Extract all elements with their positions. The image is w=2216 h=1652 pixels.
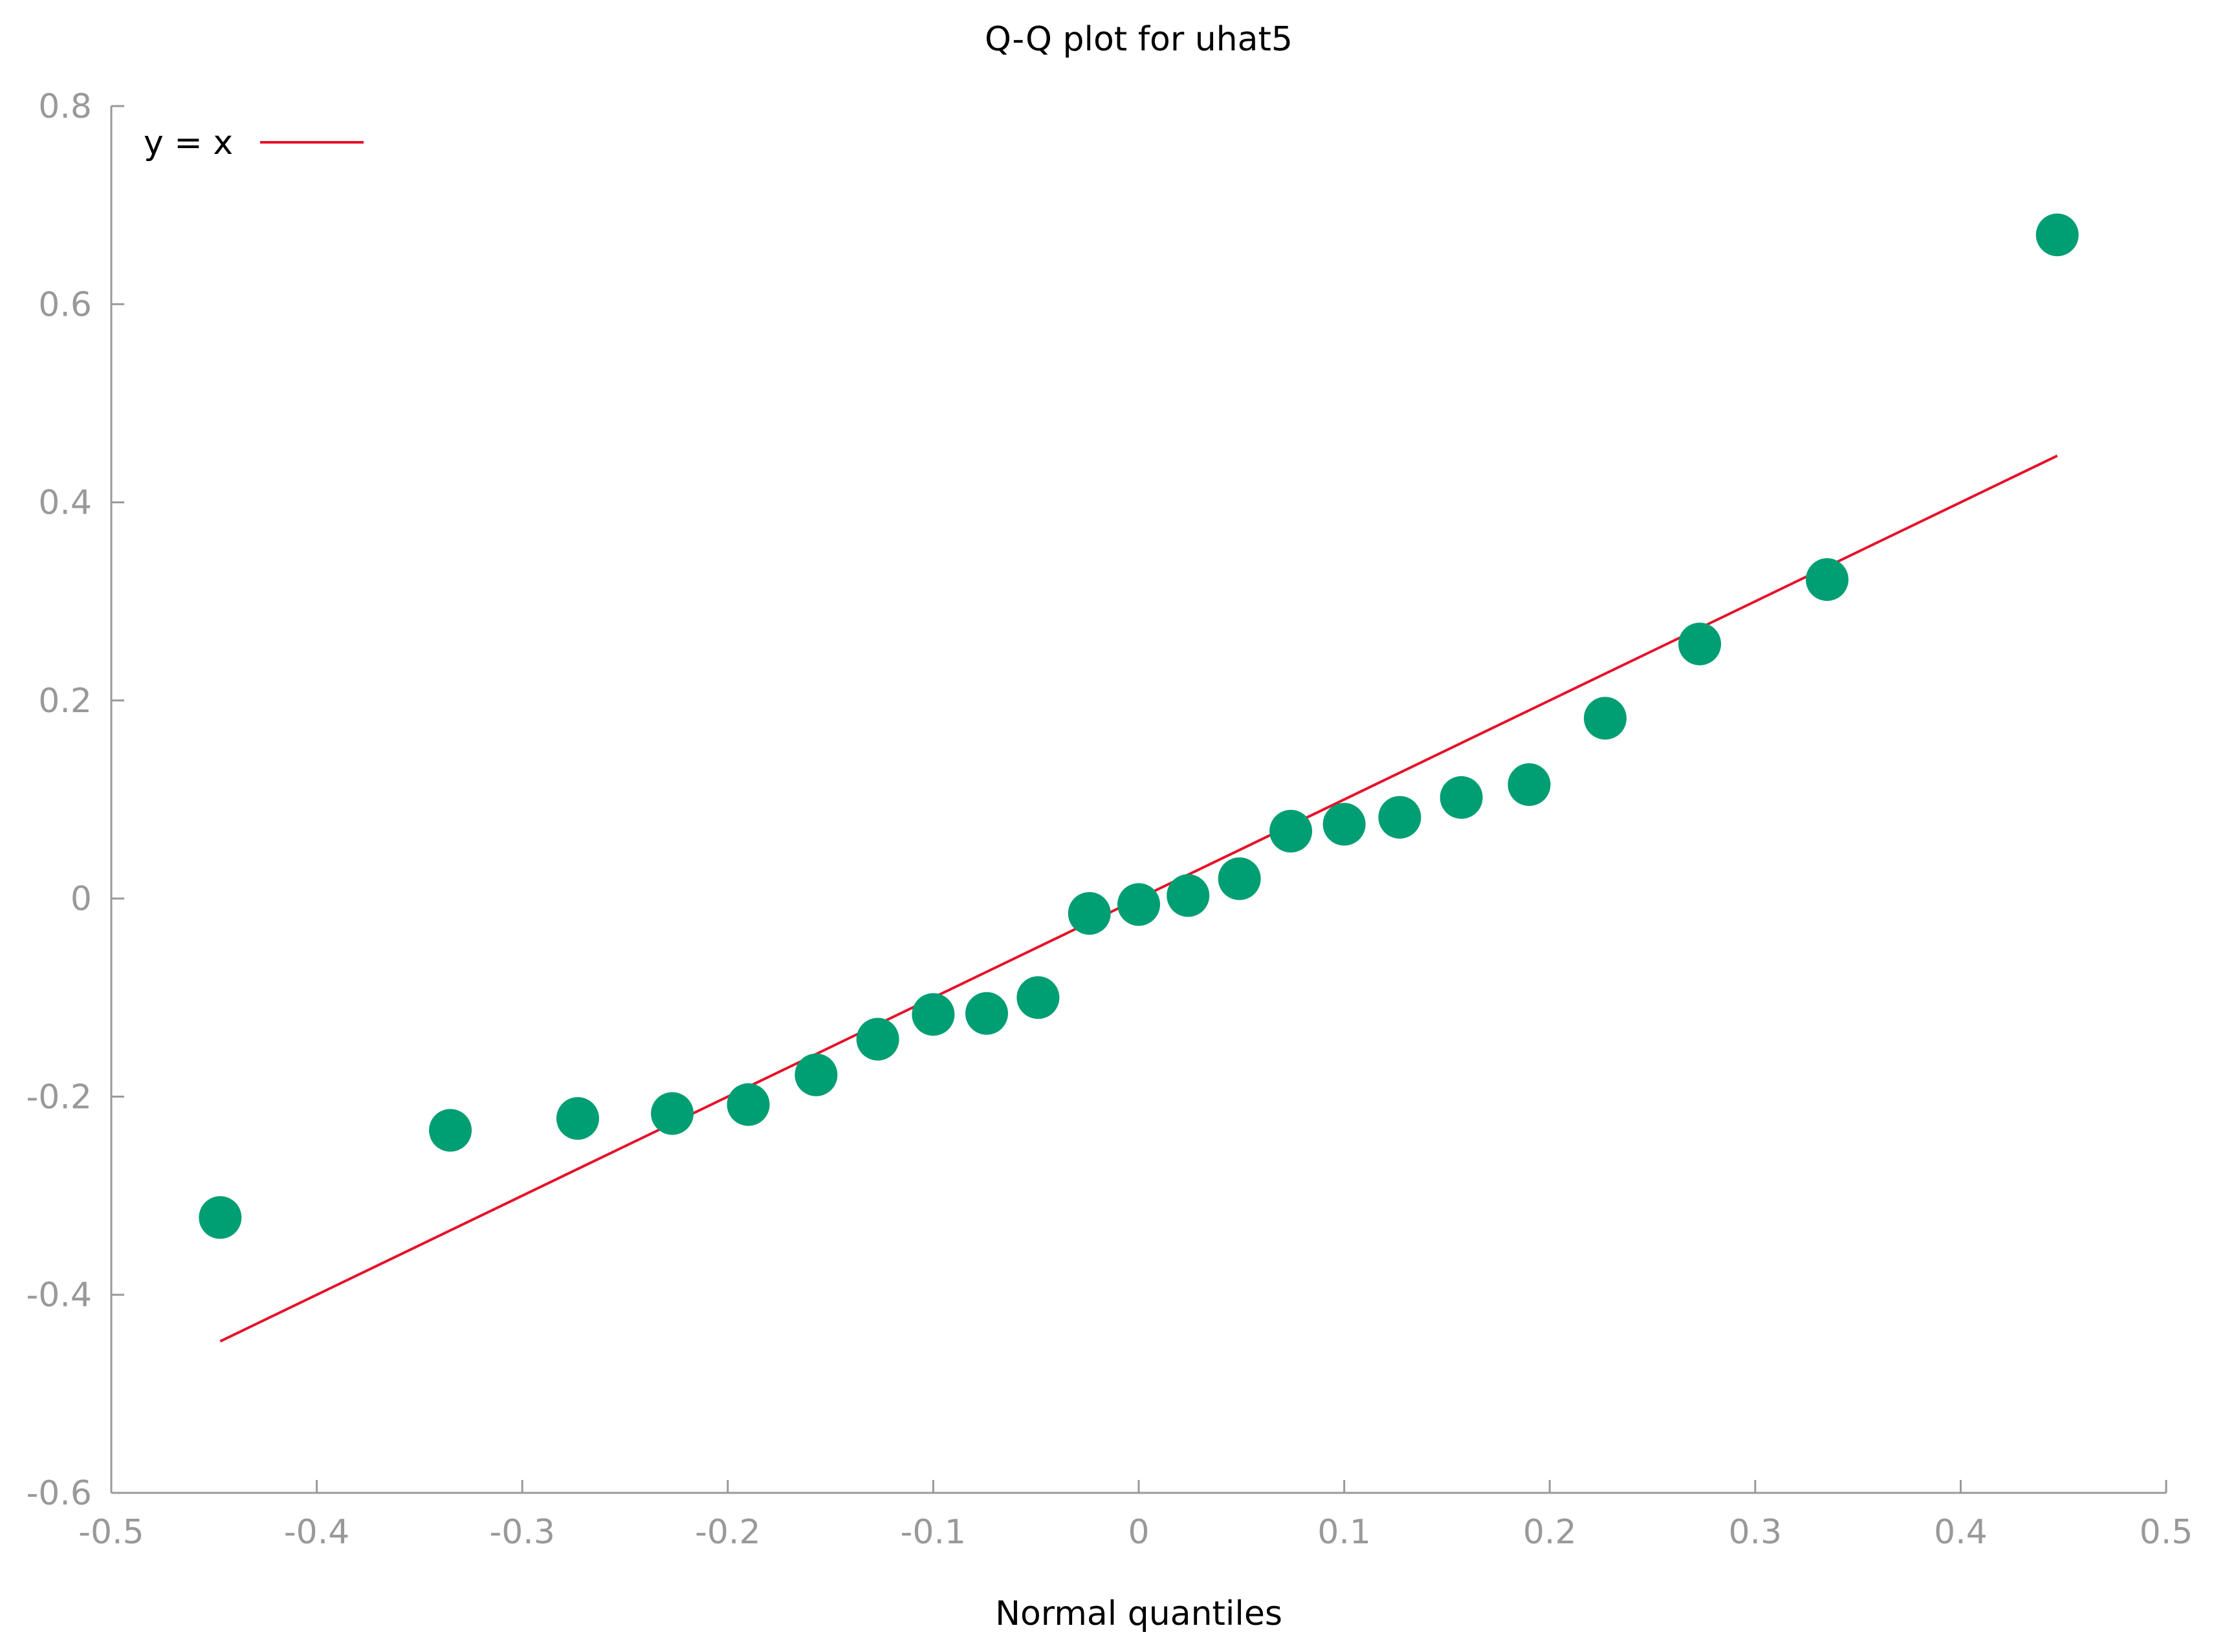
data-point [1583, 697, 1627, 740]
chart-title: Q-Q plot for uhat5 [985, 20, 1293, 59]
data-point [199, 1196, 242, 1239]
y-tick-label: -0.2 [27, 1078, 92, 1116]
y-tick-label: 0 [71, 880, 92, 918]
y-tick-label: -0.6 [27, 1474, 92, 1513]
x-tick-label: -0.5 [78, 1513, 144, 1552]
data-point [429, 1109, 472, 1152]
axes: -0.5 -0.4 -0.3 -0.2 -0.1 0 0.1 0.2 0.3 0.4 0.5 -0.6… [27, 87, 2193, 1552]
data-point [912, 993, 955, 1036]
x-tick-label: 0.5 [2140, 1513, 2193, 1552]
x-tick-label: 0.4 [1934, 1513, 1988, 1552]
data-point [1218, 857, 1261, 900]
data-point [795, 1053, 838, 1096]
data-points-layer [199, 213, 2079, 1239]
x-tick-label: -0.3 [489, 1513, 554, 1552]
data-point [1805, 558, 1848, 602]
y-tick-label: 0.6 [38, 285, 92, 324]
data-point [1117, 883, 1160, 926]
y-tick-label: 0.2 [38, 682, 92, 721]
data-point [1068, 892, 1111, 935]
x-tick-label: 0.2 [1523, 1513, 1577, 1552]
data-point [1440, 776, 1483, 819]
x-tick-label: 0 [1128, 1513, 1149, 1552]
data-point [1378, 796, 1421, 839]
data-point [1322, 803, 1366, 846]
data-point [1016, 976, 1060, 1019]
x-axis-label: Normal quantiles [995, 1594, 1282, 1633]
data-point [965, 992, 1008, 1035]
data-point [856, 1017, 899, 1061]
x-tick-label: 0.3 [1728, 1513, 1782, 1552]
x-tick-label: -0.4 [284, 1513, 349, 1552]
data-point [1678, 622, 1722, 666]
data-point [651, 1092, 694, 1135]
y-tick-label: 0.4 [38, 484, 92, 523]
x-tick-label: 0.1 [1317, 1513, 1371, 1552]
x-tick-label: -0.2 [695, 1513, 760, 1552]
legend: y = x [144, 124, 364, 162]
legend-label: y = x [144, 124, 233, 162]
y-tick-label: 0.8 [38, 87, 92, 126]
data-point [727, 1083, 770, 1126]
y-tick-label: -0.4 [27, 1276, 92, 1315]
x-tick-label: -0.1 [901, 1513, 966, 1552]
data-point [556, 1097, 599, 1140]
data-point [1167, 874, 1210, 917]
data-point [1508, 763, 1551, 807]
data-point [2035, 213, 2079, 257]
data-point [1269, 810, 1313, 853]
